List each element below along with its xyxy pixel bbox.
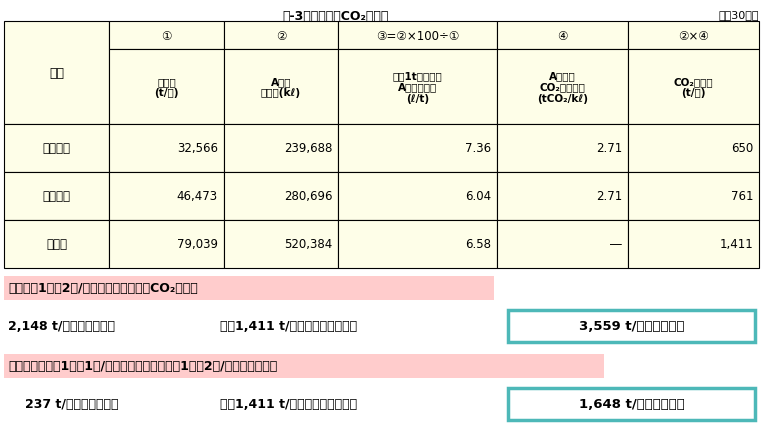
Bar bbox=[109, 125, 224, 172]
Bar bbox=[497, 22, 628, 50]
Bar bbox=[338, 22, 497, 50]
Bar bbox=[224, 22, 338, 50]
Text: 2.71: 2.71 bbox=[596, 190, 622, 203]
Bar bbox=[628, 125, 759, 172]
Text: 237 t/年（三重工場）: 237 t/年（三重工場） bbox=[25, 398, 118, 411]
Bar bbox=[224, 172, 338, 221]
Bar bbox=[508, 388, 755, 420]
Bar bbox=[4, 172, 109, 221]
Bar bbox=[224, 221, 338, 268]
Text: 製品1t当たりの
A重油使用量
(ℓ/t): 製品1t当たりの A重油使用量 (ℓ/t) bbox=[393, 71, 443, 104]
Text: 本社工場: 本社工場 bbox=[43, 190, 71, 203]
Text: 239,688: 239,688 bbox=[284, 142, 332, 155]
Text: ①: ① bbox=[162, 29, 172, 43]
Text: 6.04: 6.04 bbox=[465, 190, 491, 203]
Text: ―: ― bbox=[610, 238, 622, 251]
Text: 愛知工場: 愛知工場 bbox=[43, 142, 71, 155]
Text: ②×④: ②×④ bbox=[678, 29, 709, 43]
Text: 2.71: 2.71 bbox=[596, 142, 622, 155]
Text: 6.58: 6.58 bbox=[465, 238, 491, 251]
Bar bbox=[338, 125, 497, 172]
Text: ④: ④ bbox=[557, 29, 568, 43]
Bar bbox=[109, 22, 224, 50]
Text: 46,473: 46,473 bbox=[177, 190, 218, 203]
Bar bbox=[109, 221, 224, 268]
Bar bbox=[4, 354, 604, 378]
Text: 合　計: 合 計 bbox=[47, 238, 67, 251]
Bar bbox=[628, 50, 759, 125]
Text: 1,411: 1,411 bbox=[720, 238, 753, 251]
Bar bbox=[4, 125, 109, 172]
Bar bbox=[497, 50, 628, 125]
Text: CO₂排出量
(t/年): CO₂排出量 (t/年) bbox=[674, 77, 713, 98]
Bar bbox=[628, 172, 759, 221]
Text: 1,648 t/年（全工場）: 1,648 t/年（全工場） bbox=[578, 398, 684, 411]
Text: ＋　1,411 t/年（他工場）　　＝: ＋ 1,411 t/年（他工場） ＝ bbox=[220, 320, 357, 333]
Bar bbox=[4, 22, 109, 125]
Text: A重油の
CO₂排出係数
(tCO₂/kℓ): A重油の CO₂排出係数 (tCO₂/kℓ) bbox=[537, 71, 588, 104]
Text: 表-3　他工場のCO₂発生量: 表-3 他工場のCO₂発生量 bbox=[282, 10, 389, 23]
Bar bbox=[338, 50, 497, 125]
Text: 650: 650 bbox=[731, 142, 753, 155]
Bar bbox=[497, 125, 628, 172]
Text: 79,039: 79,039 bbox=[177, 238, 218, 251]
Text: 三重工場では、1型で1回/日製造し、他工場は、1型で2回/日製造した場合: 三重工場では、1型で1回/日製造し、他工場は、1型で2回/日製造した場合 bbox=[8, 359, 277, 373]
Text: 製造数
(t/年): 製造数 (t/年) bbox=[154, 77, 179, 98]
Text: 32,566: 32,566 bbox=[177, 142, 218, 155]
Bar bbox=[224, 125, 338, 172]
Text: 平成30年度: 平成30年度 bbox=[719, 10, 759, 20]
Text: 2,148 t/年（三重工場）: 2,148 t/年（三重工場） bbox=[8, 320, 115, 333]
Text: 3,559 t/年（全工場）: 3,559 t/年（全工場） bbox=[579, 320, 684, 333]
Bar bbox=[4, 221, 109, 268]
Bar bbox=[109, 50, 224, 125]
Text: ②: ② bbox=[275, 29, 286, 43]
Bar bbox=[109, 172, 224, 221]
Bar bbox=[224, 50, 338, 125]
Bar bbox=[338, 172, 497, 221]
Text: ＋　1,411 t/年（他工場）　　＝: ＋ 1,411 t/年（他工場） ＝ bbox=[220, 398, 357, 411]
Bar bbox=[497, 172, 628, 221]
Text: 761: 761 bbox=[730, 190, 753, 203]
Bar bbox=[497, 221, 628, 268]
Bar bbox=[628, 22, 759, 50]
Text: 7.36: 7.36 bbox=[465, 142, 491, 155]
Text: 全工場で1型で2回/日の製造した場合のCO₂発生量: 全工場で1型で2回/日の製造した場合のCO₂発生量 bbox=[8, 282, 198, 295]
Text: ③=②×100÷①: ③=②×100÷① bbox=[376, 29, 459, 43]
Text: A重油
使用量(kℓ): A重油 使用量(kℓ) bbox=[261, 77, 301, 98]
Text: 工場: 工場 bbox=[50, 67, 64, 80]
Bar bbox=[508, 310, 755, 342]
Bar bbox=[4, 276, 494, 300]
Text: 280,696: 280,696 bbox=[284, 190, 332, 203]
Bar bbox=[628, 221, 759, 268]
Text: 520,384: 520,384 bbox=[284, 238, 332, 251]
Bar bbox=[338, 221, 497, 268]
